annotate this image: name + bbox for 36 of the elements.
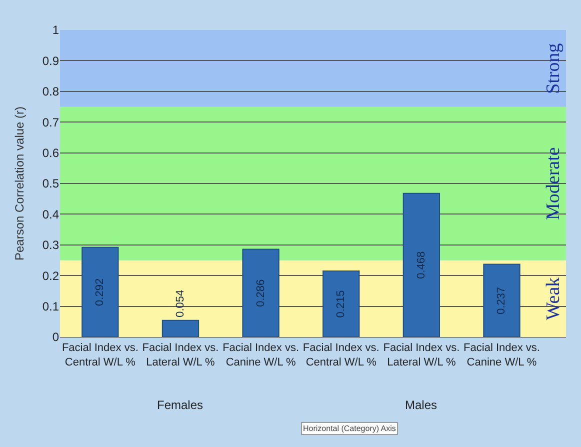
y-tick-label: 0.6 — [42, 146, 60, 160]
text: Females — [157, 398, 204, 412]
data-label: 0.292 — [94, 278, 106, 306]
text: Males — [405, 398, 438, 412]
x-tick-label: Facial Index vs. Canine W/L % — [222, 342, 299, 368]
bar — [162, 320, 200, 337]
bar — [402, 192, 440, 337]
text: Horizontal (Category) Axis — [303, 424, 396, 433]
data-label: 0.468 — [415, 251, 428, 279]
y-tick-label: 0.9 — [42, 54, 60, 68]
band-label: Weak — [542, 276, 564, 320]
x-tick-label: Facial Index vs. Central W/L % — [302, 342, 380, 368]
x-tick-label: Facial Index vs. Central W/L % — [62, 342, 138, 368]
y-tick-label: 0.4 — [42, 207, 60, 222]
y-tick-label: 0.7 — [42, 115, 60, 130]
band-label: Moderate — [543, 147, 564, 220]
y-tick-label: 0.2 — [42, 268, 60, 283]
bar — [242, 248, 280, 337]
y-tick-label: 0.3 — [42, 238, 60, 252]
bar — [322, 270, 360, 337]
y-tick-label: 0.1 — [42, 300, 60, 314]
y-tick-label: 0.5 — [42, 176, 60, 191]
x-tick-label: Facial Index vs. Canine W/L % — [464, 342, 540, 368]
bar — [82, 246, 119, 337]
x-tick-label: Facial Index vs. Lateral W/L % — [383, 342, 460, 368]
bar — [483, 264, 520, 337]
data-label: 0.215 — [335, 290, 348, 318]
y-tick-label: 0.8 — [42, 84, 60, 99]
band-label: Strong — [543, 42, 564, 94]
data-label: 0.286 — [254, 279, 267, 307]
y-tick-label: 0 — [52, 330, 60, 344]
x-tick-label: Facial Index vs. Lateral W/L % — [142, 342, 219, 368]
y-axis-title: Pearson Correlation value (r) — [12, 106, 27, 261]
data-label: 0.054 — [174, 290, 186, 318]
data-label: 0.237 — [496, 286, 508, 314]
y-tick-label: 1 — [52, 23, 60, 38]
